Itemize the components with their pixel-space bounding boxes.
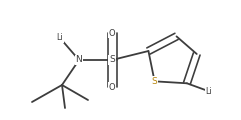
- Text: N: N: [76, 55, 82, 65]
- Text: S: S: [109, 55, 115, 65]
- Text: Li: Li: [206, 87, 212, 96]
- Text: Li: Li: [57, 33, 63, 42]
- Text: O: O: [109, 83, 115, 91]
- Text: O: O: [109, 29, 115, 37]
- Text: S: S: [152, 77, 157, 86]
